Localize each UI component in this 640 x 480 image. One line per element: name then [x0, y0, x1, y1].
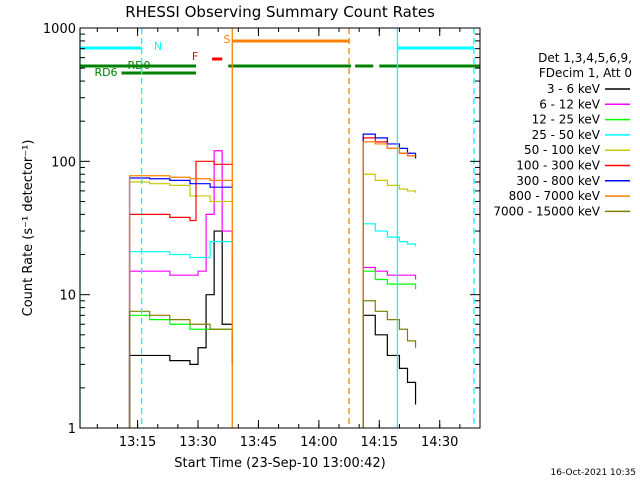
- legend-label-6: 300 - 800 keV: [516, 174, 600, 188]
- legend-label-0: 3 - 6 keV: [547, 82, 601, 96]
- flag-label-s: S: [224, 33, 231, 46]
- x-tick-label-3: 14:00: [300, 435, 337, 450]
- flag-label-rd0: RD0: [127, 59, 150, 72]
- series-line-0-1: [362, 314, 417, 428]
- x-tick-label-4: 14:15: [361, 435, 398, 450]
- mode-change-lines: [79, 28, 475, 428]
- legend-label-4: 50 - 100 keV: [524, 143, 601, 157]
- legend-label-7: 800 - 7000 keV: [509, 189, 601, 203]
- x-tick-label-2: 13:45: [240, 435, 277, 450]
- series-line-2-0: [128, 314, 233, 428]
- series-line-7-1: [362, 141, 416, 428]
- y-axis-label: Count Rate (s⁻¹ detector⁻¹): [21, 140, 36, 317]
- chart-title: RHESSI Observing Summary Count Rates: [125, 3, 435, 21]
- legend-label-3: 25 - 50 keV: [532, 128, 601, 142]
- legend-header-fdecim: FDecim 1, Att 0: [539, 66, 632, 80]
- series-line-8-0: [128, 310, 233, 428]
- series-group: [128, 133, 417, 428]
- legend-header-det: Det 1,3,4,5,6,9,: [538, 51, 632, 65]
- series-line-0-0: [128, 230, 233, 428]
- y-tick-label-1: 10: [59, 289, 76, 304]
- y-tick-label-0: 1: [68, 422, 76, 437]
- series-line-7-0: [128, 175, 233, 428]
- legend-label-1: 6 - 12 keV: [539, 97, 601, 111]
- series-line-5-1: [362, 137, 417, 428]
- series-line-5-0: [128, 160, 233, 428]
- flag-label-n: N: [154, 40, 162, 53]
- plot-frame: [79, 27, 481, 429]
- legend-label-2: 12 - 25 keV: [532, 113, 601, 127]
- flag-label-rd6: RD6: [94, 66, 117, 79]
- x-tick-label-5: 14:30: [421, 435, 458, 450]
- series-line-4-1: [362, 173, 417, 428]
- series-line-8-1: [362, 300, 417, 428]
- observing-flags: N S F RD0 RD6: [80, 33, 480, 79]
- plot-timestamp: 16-Oct-2021 10:35: [551, 468, 636, 478]
- series-line-1-1: [362, 266, 417, 428]
- series-line-6-0: [128, 177, 233, 428]
- x-axis: 13:15 13:30 13:45 14:00 14:15 14:30: [96, 28, 461, 450]
- x-tick-label-1: 13:30: [179, 435, 216, 450]
- series-line-3-0: [128, 241, 233, 428]
- x-tick-label-0: 13:15: [119, 435, 156, 450]
- y-tick-label-3: 1000: [43, 22, 76, 37]
- y-axis: 1 10 100 1000: [43, 22, 480, 437]
- series-line-4-0: [128, 181, 233, 428]
- series-line-2-1: [362, 270, 417, 428]
- x-axis-label: Start Time (23-Sep-10 13:00:42): [174, 456, 385, 471]
- series-line-1-0: [128, 150, 233, 428]
- series-line-6-1: [362, 133, 417, 428]
- legend-label-8: 7000 - 15000 keV: [493, 204, 600, 218]
- y-tick-label-2: 100: [51, 155, 76, 170]
- series-line-3-1: [362, 223, 417, 428]
- flag-label-f: F: [192, 50, 198, 63]
- legend-label-5: 100 - 300 keV: [516, 159, 600, 173]
